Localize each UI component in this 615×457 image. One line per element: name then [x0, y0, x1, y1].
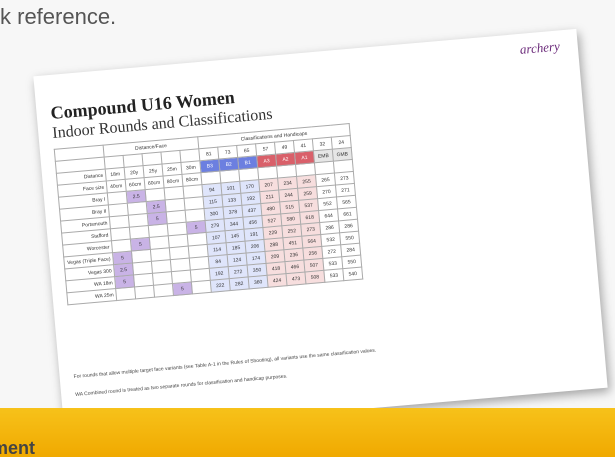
header-text: k reference. [0, 4, 117, 29]
table-cell [191, 280, 212, 294]
document-photo: archery Compound U16 Women Indoor Rounds… [33, 28, 608, 436]
table-cell: 533 [323, 268, 344, 283]
table-cell: 508 [304, 270, 325, 284]
table-cell [153, 283, 174, 298]
table-cell [115, 286, 136, 301]
table-cell: 540 [342, 267, 363, 281]
banner: ment [0, 408, 615, 457]
table-cell: 360 [248, 275, 269, 289]
table-cell: 424 [267, 273, 288, 288]
table-cell: 5 [172, 281, 193, 296]
table-cell: 282 [229, 276, 250, 291]
table-cell: 473 [286, 272, 306, 286]
logo: archery [519, 38, 561, 57]
banner-text: ment [0, 438, 36, 457]
table-cell: 222 [210, 278, 231, 293]
classification-table: Distance/Face Classifications and Handica… [54, 123, 364, 305]
table-cell [134, 285, 155, 299]
